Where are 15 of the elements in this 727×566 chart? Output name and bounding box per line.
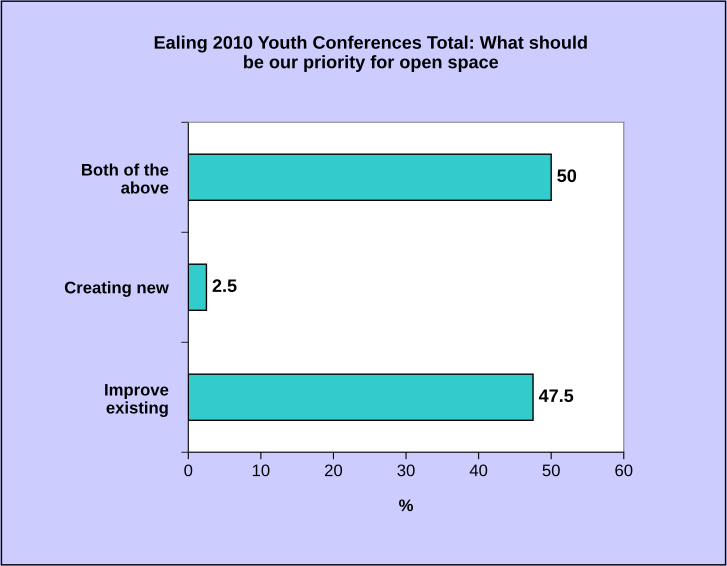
data-label: 2.5 [212, 279, 237, 292]
x-tick-label: 20 [325, 464, 342, 476]
x-tick-label: 50 [542, 464, 560, 476]
x-tick-label: 0 [184, 464, 192, 476]
x-axis-title: % [399, 500, 413, 512]
y-tick-label: Both of the above [82, 163, 168, 194]
y-tick-label: Creating new [64, 281, 169, 297]
data-label: 47.5 [538, 389, 574, 402]
x-tick-label: 30 [397, 464, 415, 476]
data-label: 50 [557, 169, 576, 182]
y-tick-label: Improve existing [105, 384, 168, 417]
x-tick-label: 10 [252, 464, 270, 476]
chart-title: Ealing 2010 Youth Conferences Total: What should be our priority for open space [154, 36, 587, 72]
x-tick-label: 60 [615, 464, 632, 476]
x-tick-label: 40 [470, 464, 488, 476]
